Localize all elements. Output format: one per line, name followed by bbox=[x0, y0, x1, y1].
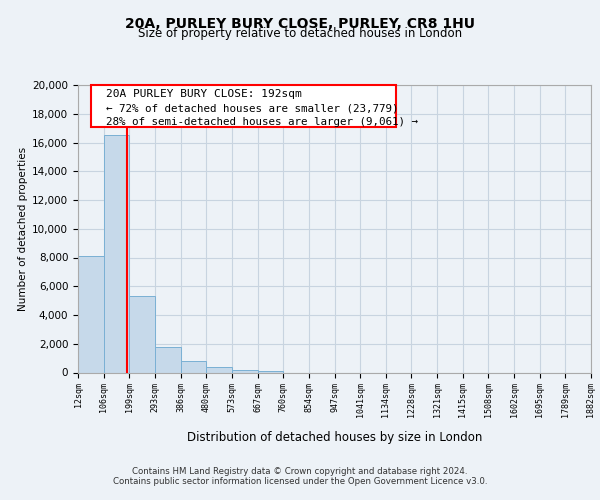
Bar bbox=[155, 346, 181, 372]
Text: 20A PURLEY BURY CLOSE: 192sqm: 20A PURLEY BURY CLOSE: 192sqm bbox=[106, 90, 302, 100]
Text: Size of property relative to detached houses in London: Size of property relative to detached ho… bbox=[138, 28, 462, 40]
Bar bbox=[206, 367, 232, 372]
Bar bbox=[78, 256, 104, 372]
Text: 28% of semi-detached houses are larger (9,061) →: 28% of semi-detached houses are larger (… bbox=[106, 117, 418, 127]
Text: Distribution of detached houses by size in London: Distribution of detached houses by size … bbox=[187, 431, 482, 444]
Bar bbox=[232, 370, 257, 372]
Text: 20A, PURLEY BURY CLOSE, PURLEY, CR8 1HU: 20A, PURLEY BURY CLOSE, PURLEY, CR8 1HU bbox=[125, 18, 475, 32]
Text: Contains HM Land Registry data © Crown copyright and database right 2024.: Contains HM Land Registry data © Crown c… bbox=[132, 467, 468, 476]
Bar bbox=[257, 371, 283, 372]
Bar bbox=[181, 361, 206, 372]
Text: Contains public sector information licensed under the Open Government Licence v3: Contains public sector information licen… bbox=[113, 477, 487, 486]
Text: ← 72% of detached houses are smaller (23,779): ← 72% of detached houses are smaller (23… bbox=[106, 103, 399, 113]
Bar bbox=[104, 136, 130, 372]
Y-axis label: Number of detached properties: Number of detached properties bbox=[18, 146, 28, 311]
Bar bbox=[130, 296, 155, 372]
FancyBboxPatch shape bbox=[91, 85, 396, 126]
